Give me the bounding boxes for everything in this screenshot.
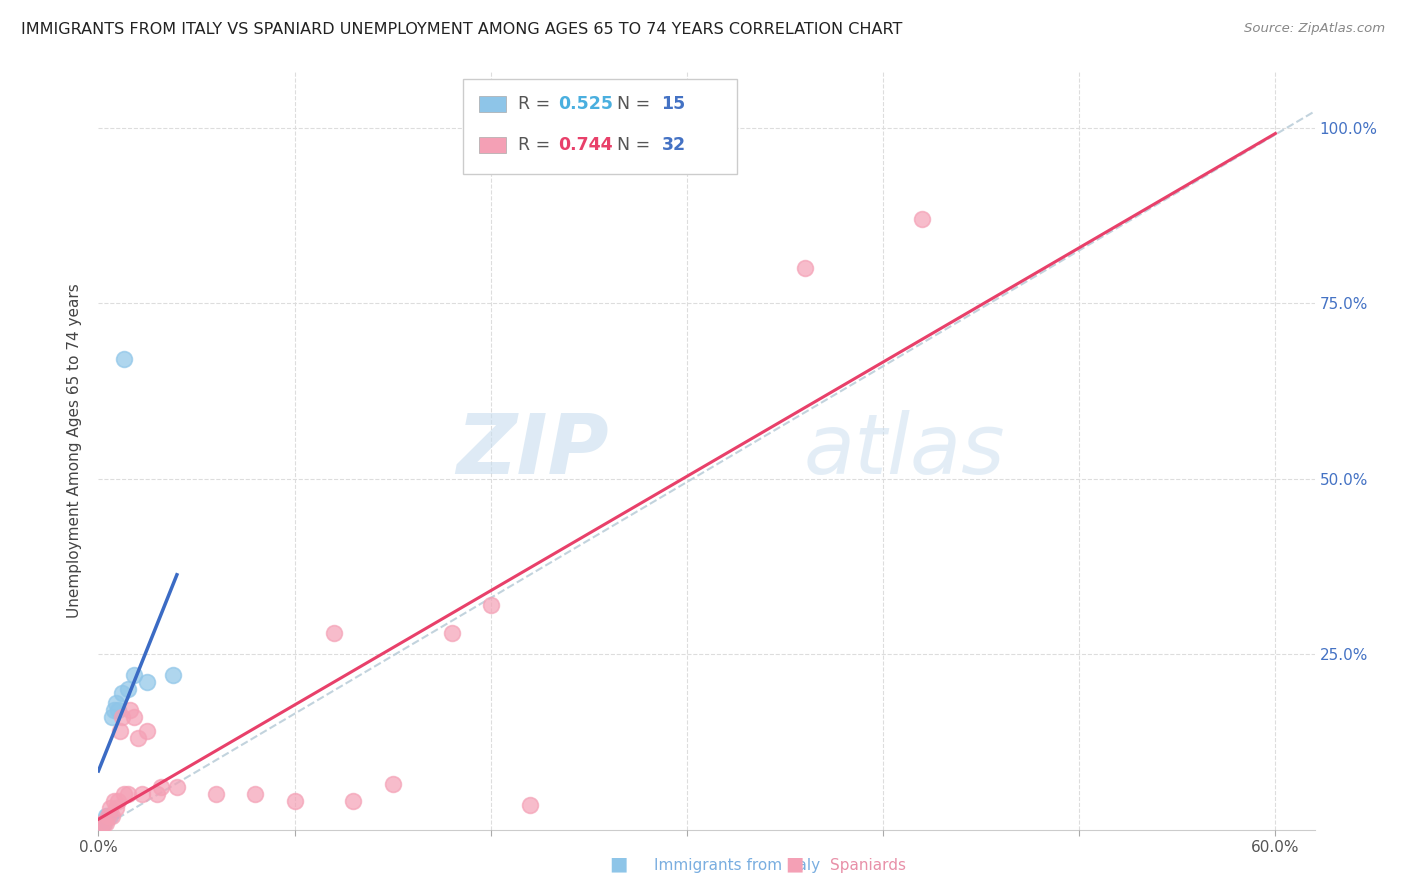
Text: 0.525: 0.525	[558, 95, 613, 113]
Point	[111, 710, 134, 724]
Point	[108, 724, 131, 739]
Text: R =: R =	[517, 95, 555, 113]
Point	[91, 815, 114, 830]
Text: N =: N =	[606, 95, 655, 113]
Text: ■: ■	[785, 855, 804, 873]
Point	[107, 795, 129, 809]
Text: R =: R =	[517, 136, 555, 154]
Point	[322, 626, 344, 640]
Point	[245, 788, 267, 802]
Point	[98, 801, 121, 815]
Point	[911, 211, 934, 226]
Point	[101, 808, 124, 822]
Text: Immigrants from Italy: Immigrants from Italy	[654, 858, 820, 872]
Point	[93, 815, 115, 830]
Point	[127, 731, 149, 746]
Point	[93, 815, 115, 830]
Text: ■: ■	[609, 855, 628, 873]
Y-axis label: Unemployment Among Ages 65 to 74 years: Unemployment Among Ages 65 to 74 years	[67, 283, 83, 618]
Point	[479, 598, 502, 612]
Text: ZIP: ZIP	[457, 410, 609, 491]
Point	[162, 668, 184, 682]
Point	[96, 815, 118, 830]
Point	[98, 808, 121, 822]
Point	[136, 724, 159, 739]
Point	[136, 675, 159, 690]
Text: 15: 15	[661, 95, 686, 113]
FancyBboxPatch shape	[479, 136, 506, 153]
Point	[107, 703, 129, 717]
Point	[103, 795, 125, 809]
Point	[793, 260, 815, 275]
Point	[105, 696, 128, 710]
Text: 0.744: 0.744	[558, 136, 613, 154]
Point	[103, 703, 125, 717]
Point	[131, 788, 153, 802]
Point	[146, 788, 169, 802]
Point	[97, 808, 120, 822]
Point	[205, 788, 228, 802]
Text: 32: 32	[661, 136, 686, 154]
Point	[342, 795, 364, 809]
Point	[105, 801, 128, 815]
Point	[97, 808, 120, 822]
Point	[519, 797, 541, 812]
Point	[122, 668, 145, 682]
Point	[150, 780, 173, 795]
Text: Source: ZipAtlas.com: Source: ZipAtlas.com	[1244, 22, 1385, 36]
Point	[117, 788, 139, 802]
FancyBboxPatch shape	[464, 79, 737, 174]
Point	[112, 788, 135, 802]
Text: Spaniards: Spaniards	[830, 858, 905, 872]
Point	[96, 808, 118, 822]
Text: IMMIGRANTS FROM ITALY VS SPANIARD UNEMPLOYMENT AMONG AGES 65 TO 74 YEARS CORRELA: IMMIGRANTS FROM ITALY VS SPANIARD UNEMPL…	[21, 22, 903, 37]
Point	[284, 795, 307, 809]
Point	[381, 777, 404, 791]
Point	[91, 815, 114, 830]
Point	[118, 703, 141, 717]
Text: atlas: atlas	[804, 410, 1005, 491]
Point	[101, 710, 124, 724]
Point	[122, 710, 145, 724]
FancyBboxPatch shape	[479, 95, 506, 112]
Point	[166, 780, 188, 795]
Point	[111, 686, 134, 700]
Point	[440, 626, 463, 640]
Point	[112, 352, 135, 367]
Text: N =: N =	[606, 136, 655, 154]
Point	[117, 682, 139, 697]
